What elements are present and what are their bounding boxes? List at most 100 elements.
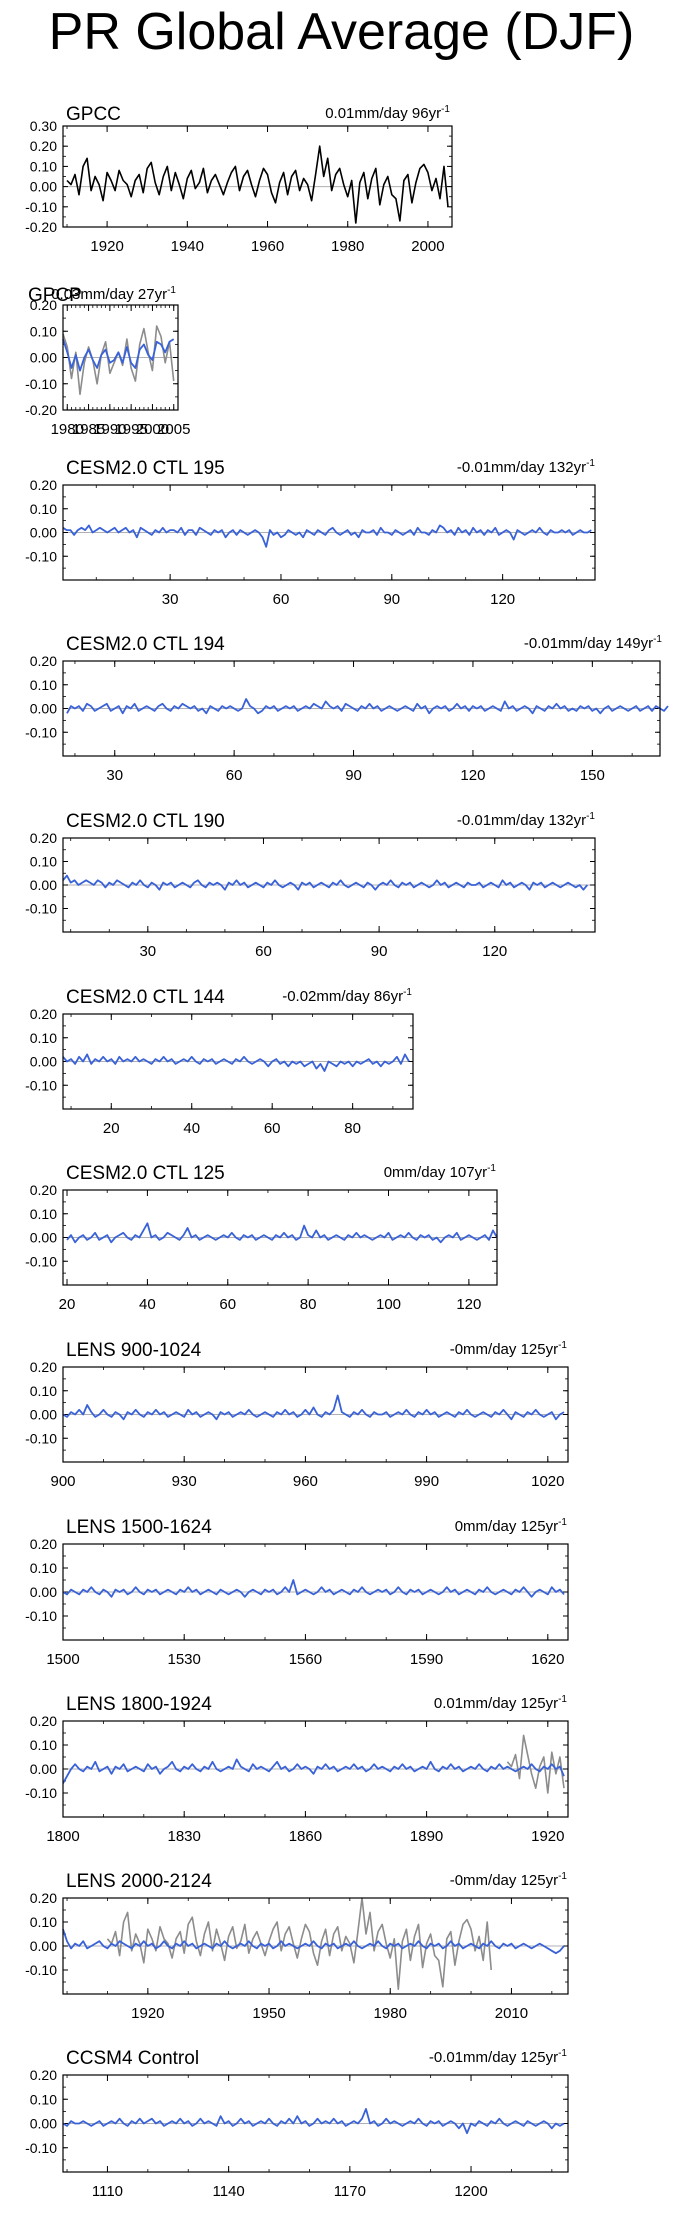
x-tick-label: 1530 xyxy=(168,1651,201,1668)
y-tick-label: 0.20 xyxy=(30,2067,57,2083)
x-tick-label: 40 xyxy=(139,1296,156,1313)
panel-lens-2000-2124: LENS 2000-2124 -0mm/day 125yr-1 0.20 0.10 0.… xyxy=(25,1871,569,2022)
panel-title: GPCP xyxy=(28,285,82,306)
x-tick-label: 1980 xyxy=(51,421,84,438)
plot-frame xyxy=(62,1013,414,1110)
panel-gpcc: GPCC 0.01mm/day 96yr-1 0.30 0.20 0.10 0.00 -0.… xyxy=(25,104,453,255)
trend-value: 0.03mm/day 27yr xyxy=(51,286,167,303)
series-line-lens xyxy=(62,1394,565,1421)
panel-title: CCSM4 Control xyxy=(66,2048,199,2069)
x-tick-label: 2010 xyxy=(495,2005,528,2022)
x-tick-label: 1140 xyxy=(213,2183,245,2200)
panel-title: CESM2.0 CTL 144 xyxy=(66,987,225,1008)
trend-superscript: -1 xyxy=(441,104,450,115)
trend-label: 0.03mm/day 27yr-1 xyxy=(51,285,176,303)
series-line-lens xyxy=(62,1928,565,1955)
y-tick-label: 0.00 xyxy=(30,1761,57,1777)
series-line-lens xyxy=(62,1758,565,1784)
trend-superscript: -1 xyxy=(586,458,595,469)
x-tick-label: 60 xyxy=(219,1296,236,1313)
x-tick-label: 120 xyxy=(460,767,485,784)
y-tick-label: 0.10 xyxy=(30,1030,57,1046)
page-title: PR Global Average (DJF) xyxy=(48,3,635,61)
y-tick-label: 0.00 xyxy=(30,1938,57,1954)
y-tick-label: 0.10 xyxy=(30,1737,57,1753)
trend-label: -0.01mm/day 132yr-1 xyxy=(457,811,596,829)
y-tick-label: 0.00 xyxy=(30,2116,57,2132)
trend-label: -0.01mm/day 149yr-1 xyxy=(524,634,663,652)
y-tick-label: 0.10 xyxy=(30,2091,57,2107)
x-tick-label: 90 xyxy=(383,591,400,608)
y-tick-label: 0.20 xyxy=(30,830,57,846)
plot-frame xyxy=(62,1189,498,1286)
panel-title: CESM2.0 CTL 125 xyxy=(66,1163,225,1184)
x-tick-label: 960 xyxy=(293,1473,318,1490)
trend-superscript: -1 xyxy=(487,1163,496,1174)
trend-value: 0.01mm/day 125yr xyxy=(434,1695,558,1712)
y-tick-label: -0.10 xyxy=(25,724,57,740)
y-tick-label: 0.20 xyxy=(30,138,57,154)
x-tick-label: 1500 xyxy=(46,1651,79,1668)
x-tick-label: 1980 xyxy=(331,238,364,255)
series-line-ctl-144 xyxy=(62,1053,410,1072)
trend-label: 0mm/day 107yr-1 xyxy=(384,1163,497,1181)
panel-title: LENS 1500-1624 xyxy=(66,1517,212,1538)
x-tick-label: 100 xyxy=(376,1296,401,1313)
y-tick-label: 0.10 xyxy=(30,854,57,870)
trend-label: -0.01mm/day 125yr-1 xyxy=(429,2048,568,2066)
x-tick-label: 30 xyxy=(106,767,123,784)
y-tick-label: 0.20 xyxy=(30,1006,57,1022)
panel-lens-900-1024: LENS 900-1024 -0mm/day 125yr-1 0.20 0.10 0.0… xyxy=(25,1340,569,1490)
y-tick-label: 0.20 xyxy=(30,1536,57,1552)
x-tick-label: 1920 xyxy=(531,1828,564,1845)
x-tick-label: 2000 xyxy=(411,238,444,255)
y-tick-label: 0.10 xyxy=(30,158,57,174)
y-tick-label: 0.10 xyxy=(30,677,57,693)
plot-frame xyxy=(62,125,453,228)
trend-superscript: -1 xyxy=(167,285,176,296)
series-line-gpcc xyxy=(506,1734,565,1794)
panel-cesm2-0-ctl-194: CESM2.0 CTL 194 -0.01mm/day 149yr-1 0.20 0.… xyxy=(25,634,669,784)
series-line-gpcc xyxy=(62,325,175,396)
y-tick-label: -0.10 xyxy=(25,1077,57,1093)
plot-frame xyxy=(62,1720,569,1818)
series-line-ctl-190 xyxy=(62,874,588,891)
x-tick-label: 80 xyxy=(344,1120,361,1137)
x-tick-label: 120 xyxy=(490,591,515,608)
trend-value: 0.01mm/day 96yr xyxy=(325,105,441,122)
trend-label: -0mm/day 125yr-1 xyxy=(450,1340,568,1358)
x-tick-label: 90 xyxy=(371,943,388,960)
panel-ccsm4-control: CCSM4 Control -0.01mm/day 125yr-1 0.20 0.10… xyxy=(25,2048,569,2200)
x-tick-label: 60 xyxy=(255,943,272,960)
x-tick-label: 1920 xyxy=(131,2005,164,2022)
x-tick-label: 1950 xyxy=(252,2005,285,2022)
y-tick-label: -0.10 xyxy=(25,1785,57,1801)
x-tick-label: 1960 xyxy=(251,238,284,255)
trend-value: 0mm/day 125yr xyxy=(455,1518,558,1535)
y-tick-label: 0.20 xyxy=(30,1890,57,1906)
y-tick-label: -0.10 xyxy=(25,901,57,917)
series-line-ctl-195 xyxy=(62,524,592,548)
trend-superscript: -1 xyxy=(403,987,412,998)
y-tick-label: -0.10 xyxy=(25,1608,57,1624)
panel-cesm2-0-ctl-195: CESM2.0 CTL 195 -0.01mm/day 132yr-1 0.20 0.… xyxy=(25,458,596,608)
plot-frame xyxy=(62,660,661,757)
x-tick-label: 1995 xyxy=(114,421,147,438)
trend-value: -0.02mm/day 86yr xyxy=(282,988,403,1005)
y-tick-label: 0.10 xyxy=(30,1383,57,1399)
trend-value: -0.01mm/day 149yr xyxy=(524,635,653,652)
x-tick-label: 2000 xyxy=(136,421,169,438)
y-tick-label: 0.20 xyxy=(30,653,57,669)
y-tick-label: 0.00 xyxy=(30,525,57,541)
series-line-gpcc xyxy=(106,1897,492,1990)
y-tick-label: 0.00 xyxy=(30,1230,57,1246)
trend-superscript: -1 xyxy=(558,1340,567,1351)
panel-title: LENS 900-1024 xyxy=(66,1340,202,1361)
panel-title: CESM2.0 CTL 194 xyxy=(66,634,225,655)
trend-superscript: -1 xyxy=(653,634,662,645)
x-tick-label: 1170 xyxy=(334,2183,366,2200)
trend-label: 0mm/day 125yr-1 xyxy=(455,1517,568,1535)
x-tick-label: 1830 xyxy=(168,1828,201,1845)
